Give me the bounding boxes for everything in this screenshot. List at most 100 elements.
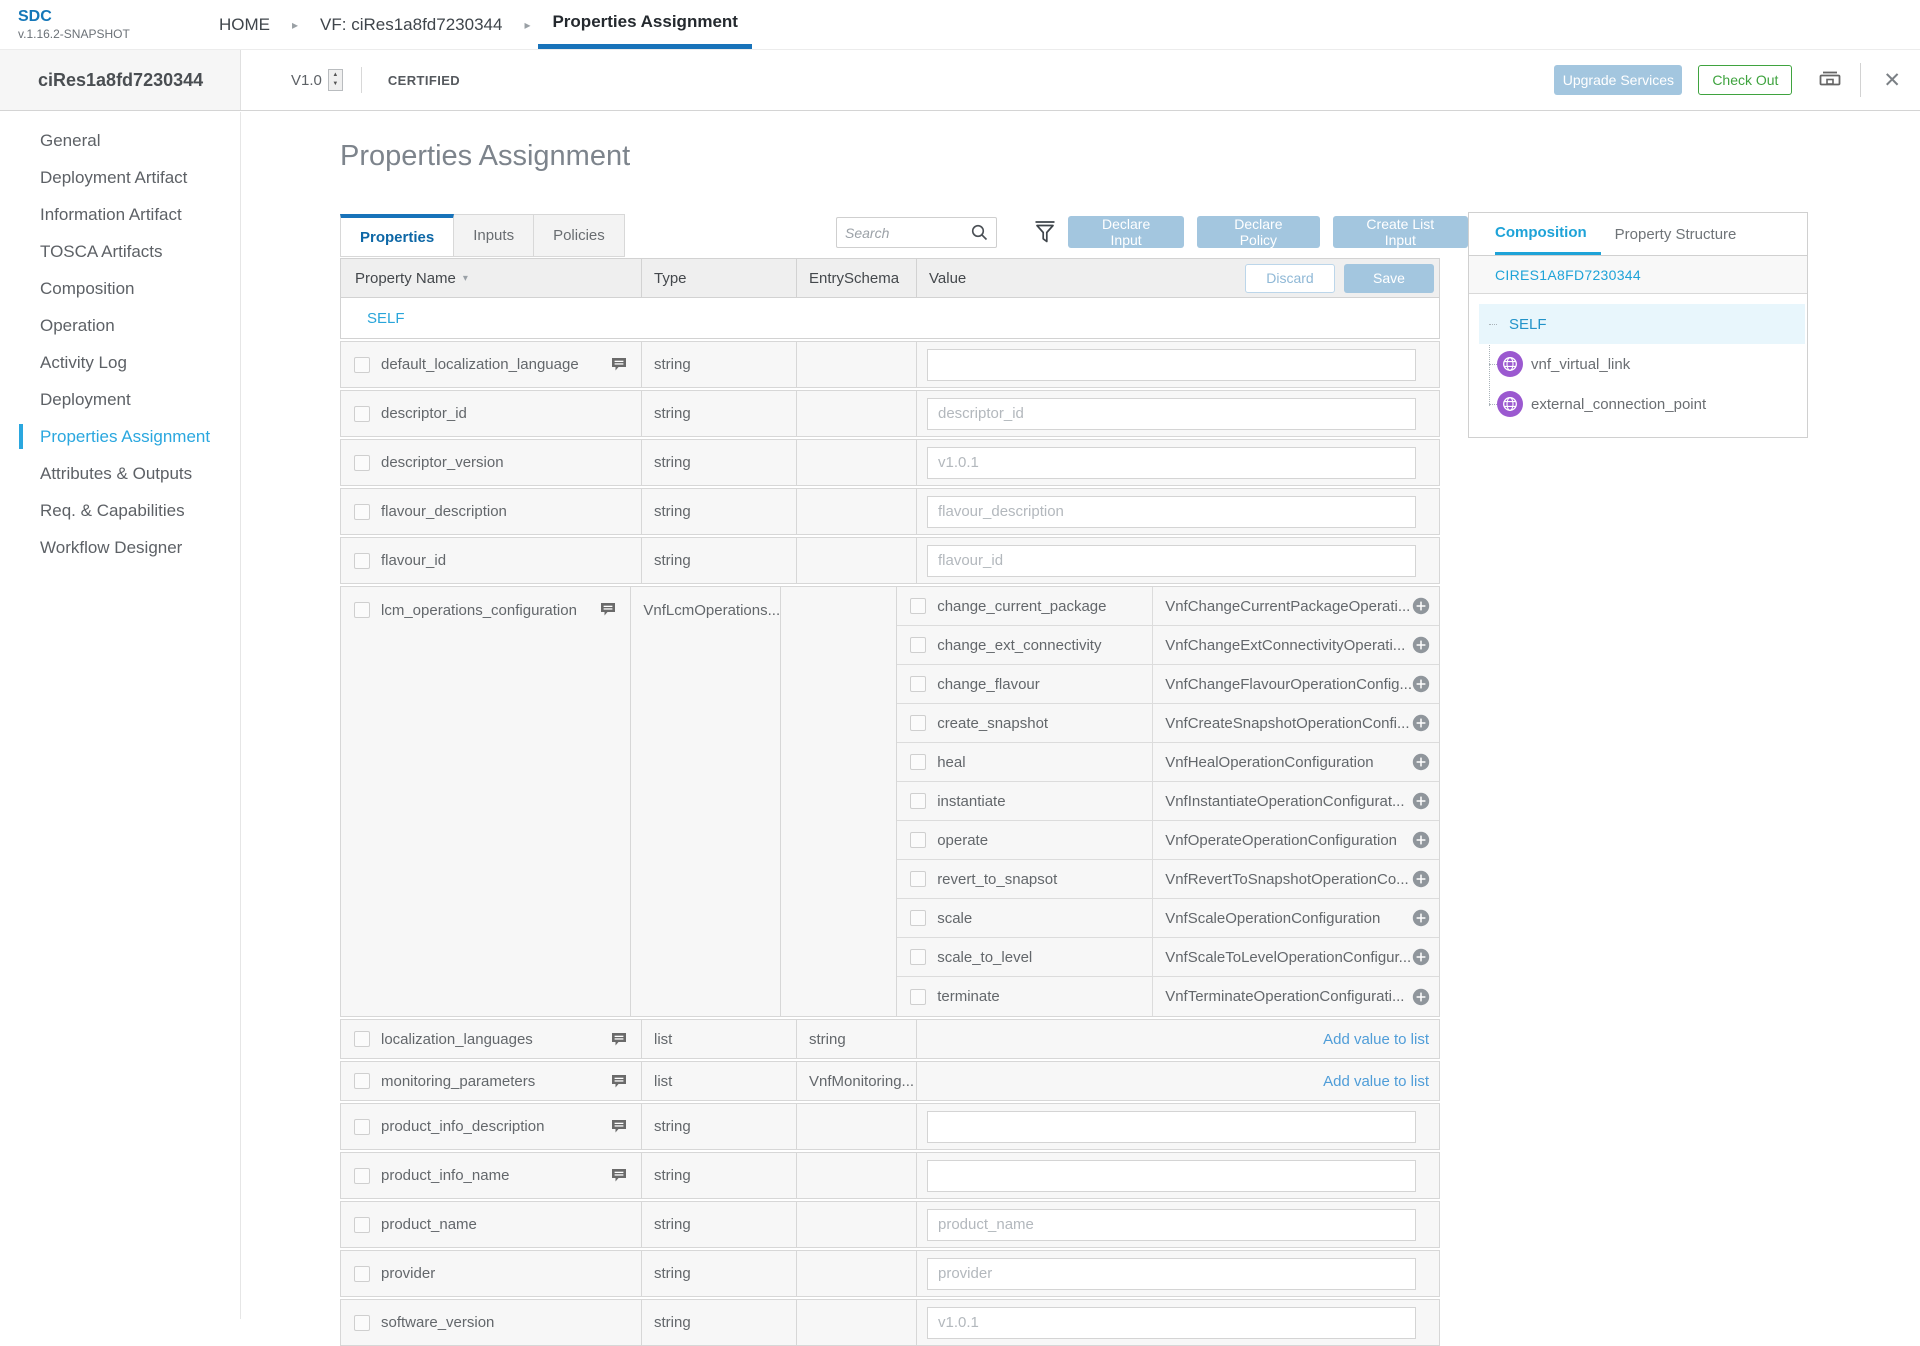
value-input[interactable] (927, 544, 1416, 577)
value-input[interactable] (927, 1159, 1416, 1192)
add-value-to-list-link[interactable]: Add value to list (1323, 1072, 1429, 1090)
add-icon[interactable] (1412, 792, 1430, 810)
group-self[interactable]: SELF (340, 298, 1440, 339)
comment-icon[interactable] (611, 357, 627, 372)
add-icon[interactable] (1412, 597, 1430, 615)
tab-properties[interactable]: Properties (340, 214, 455, 257)
row-checkbox[interactable] (354, 503, 370, 520)
create-list-input-button[interactable]: Create List Input (1332, 216, 1468, 248)
breadcrumb-item-properties-assignment[interactable]: Properties Assignment (538, 0, 752, 49)
comment-icon[interactable] (611, 1032, 627, 1047)
sidebar-item-attributes-outputs[interactable]: Attributes & Outputs (40, 463, 193, 483)
value-input[interactable] (927, 348, 1416, 381)
comment-icon[interactable] (600, 602, 616, 617)
add-icon[interactable] (1412, 831, 1430, 849)
add-icon[interactable] (1412, 988, 1430, 1006)
column-header-value: Value Discard Save (916, 259, 1439, 297)
add-icon[interactable] (1412, 675, 1430, 693)
row-checkbox[interactable] (910, 910, 927, 926)
row-checkbox[interactable] (354, 1031, 370, 1047)
sdc-logo[interactable]: SDC v.1.16.2-SNAPSHOT (0, 0, 205, 49)
row-checkbox[interactable] (354, 1216, 370, 1233)
row-checkbox[interactable] (910, 676, 927, 692)
row-checkbox[interactable] (354, 405, 370, 422)
property-row-monitoring-parameters: monitoring_parameters list VnfMonitoring..… (340, 1061, 1440, 1101)
sidebar-item-deployment-artifact[interactable]: Deployment Artifact (40, 167, 188, 187)
sidebar-item-general[interactable]: General (40, 130, 101, 150)
tree-item-external-connection-point[interactable]: external_connection_point (1479, 384, 1805, 424)
value-input[interactable] (927, 1110, 1416, 1143)
row-checkbox[interactable] (910, 832, 927, 848)
filter-icon[interactable] (1034, 220, 1056, 251)
row-checkbox[interactable] (910, 715, 927, 731)
row-checkbox[interactable] (910, 637, 927, 653)
add-icon[interactable] (1412, 948, 1430, 966)
row-checkbox[interactable] (910, 793, 927, 809)
row-checkbox[interactable] (354, 1073, 370, 1089)
sidebar-item-activity-log[interactable]: Activity Log (40, 352, 127, 372)
version-stepper-icon[interactable]: ▲ ▼ (327, 69, 343, 91)
comment-icon[interactable] (611, 1074, 627, 1089)
sidebar-item-operation[interactable]: Operation (40, 315, 115, 335)
print-icon[interactable] (1818, 69, 1842, 91)
sidebar-item-deployment[interactable]: Deployment (40, 389, 131, 409)
row-checkbox[interactable] (354, 454, 370, 471)
logo-text: SDC (18, 8, 52, 26)
property-entry-schema (796, 1202, 916, 1247)
check-out-button[interactable]: Check Out (1698, 65, 1793, 95)
component-id[interactable]: CIRES1A8FD7230344 (1469, 256, 1807, 294)
tab-policies[interactable]: Policies (534, 214, 625, 257)
row-checkbox[interactable] (354, 1167, 370, 1184)
row-checkbox[interactable] (910, 754, 927, 770)
upgrade-services-button[interactable]: Upgrade Services (1554, 65, 1683, 95)
comment-icon[interactable] (611, 1119, 627, 1134)
value-input[interactable] (927, 446, 1416, 479)
declare-policy-button[interactable]: Declare Policy (1197, 216, 1320, 248)
nested-property-value: VnfChangeExtConnectivityOperati... (1165, 636, 1406, 654)
value-input[interactable] (927, 1208, 1416, 1241)
tree-item-vnf-virtual-link[interactable]: vnf_virtual_link (1479, 344, 1805, 384)
row-checkbox[interactable] (354, 552, 370, 569)
save-button[interactable]: Save (1344, 263, 1434, 293)
sidebar-item-req-capabilities[interactable]: Req. & Capabilities (40, 500, 185, 520)
value-input[interactable] (927, 397, 1416, 430)
row-checkbox[interactable] (354, 1118, 370, 1135)
column-header-property-name[interactable]: Property Name ▾ (355, 269, 468, 287)
version-selector[interactable]: V1.0 ▲ ▼ (291, 69, 343, 91)
row-checkbox[interactable] (354, 1314, 370, 1331)
value-input[interactable] (927, 495, 1416, 528)
search-input[interactable] (837, 224, 971, 241)
breadcrumb-item-home[interactable]: HOME (219, 14, 270, 34)
add-icon[interactable] (1412, 909, 1430, 927)
sidebar-item-properties-assignment[interactable]: Properties Assignment (0, 418, 240, 455)
sidebar-item-tosca-artifacts[interactable]: TOSCA Artifacts (40, 241, 163, 261)
comment-icon[interactable] (611, 1168, 627, 1183)
add-icon[interactable] (1412, 870, 1430, 888)
sidebar-item-information-artifact[interactable]: Information Artifact (40, 204, 182, 224)
row-checkbox[interactable] (910, 949, 927, 965)
declare-input-button[interactable]: Declare Input (1068, 216, 1185, 248)
row-checkbox[interactable] (910, 988, 927, 1005)
sidebar-item-composition[interactable]: Composition (40, 278, 135, 298)
divider (1152, 665, 1154, 703)
value-input[interactable] (927, 1257, 1416, 1290)
add-icon[interactable] (1412, 636, 1430, 654)
add-icon[interactable] (1412, 753, 1430, 771)
add-icon[interactable] (1412, 714, 1430, 732)
sidebar-item-workflow-designer[interactable]: Workflow Designer (40, 537, 183, 557)
row-checkbox[interactable] (910, 598, 927, 614)
add-value-to-list-link[interactable]: Add value to list (1323, 1030, 1429, 1048)
right-tab-property-structure[interactable]: Property Structure (1614, 225, 1737, 243)
value-input[interactable] (927, 1306, 1416, 1339)
discard-button[interactable]: Discard (1245, 263, 1335, 293)
row-checkbox[interactable] (354, 1265, 370, 1282)
row-checkbox[interactable] (910, 871, 927, 887)
row-checkbox[interactable] (354, 356, 370, 373)
breadcrumb-item-vf-cires1a8fd7230344[interactable]: VF: ciRes1a8fd7230344 (320, 14, 503, 34)
close-icon[interactable]: ✕ (1883, 68, 1901, 92)
tree-item-self[interactable]: SELF (1479, 304, 1805, 344)
right-tab-composition[interactable]: Composition (1495, 213, 1601, 255)
row-checkbox[interactable] (354, 602, 370, 618)
breadcrumb-separator-icon: ▸ (524, 17, 531, 32)
tab-inputs[interactable]: Inputs (454, 214, 535, 257)
